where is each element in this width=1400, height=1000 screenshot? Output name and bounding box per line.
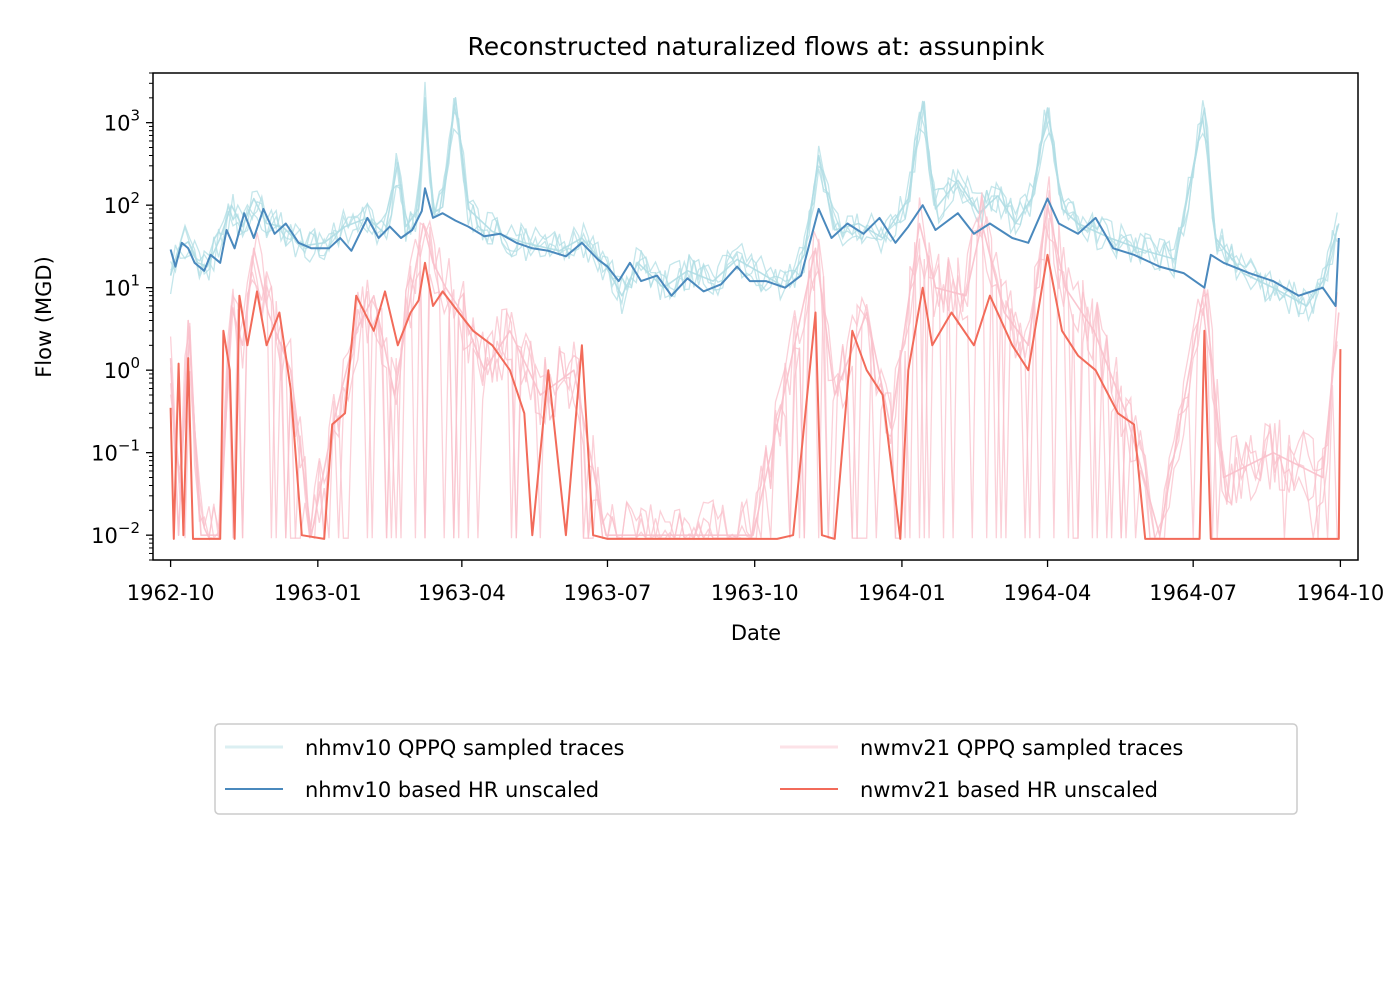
y-tick-label: 10−2 [91, 519, 140, 548]
y-axis: 10−2 10−1 100 101 102 103 [91, 72, 153, 561]
series-trace-0-1 [169, 81, 1338, 314]
x-axis: 1962-10 1963-01 1963-04 1963-07 1963-10 1964-… [127, 560, 1385, 605]
plot-area [169, 81, 1342, 541]
x-tick-label: 1963-01 [274, 581, 362, 605]
series-trace-2-1 [169, 190, 1338, 541]
series-trace-0-3 [170, 100, 1338, 323]
x-tick-label: 1963-10 [711, 581, 799, 605]
x-tick-label: 1963-04 [418, 581, 506, 605]
series-line-3 [169, 253, 1342, 540]
series-line-1 [169, 187, 1340, 307]
y-tick-label: 10−1 [91, 437, 140, 466]
x-tick-label: 1964-04 [1004, 581, 1092, 605]
x-tick-label: 1963-07 [564, 581, 652, 605]
legend: nhmv10 QPPQ sampled traces nhmv10 based … [214, 723, 1298, 815]
y-tick-label: 102 [104, 189, 140, 218]
legend-label-0: nhmv10 QPPQ sampled traces [305, 736, 624, 760]
y-tick-label: 100 [104, 354, 140, 383]
legend-box [214, 723, 1298, 815]
chart-title: Reconstructed naturalized flows at: assu… [468, 32, 1046, 61]
x-tick-label: 1964-07 [1149, 581, 1237, 605]
y-tick-label: 103 [104, 107, 140, 136]
legend-label-1: nhmv10 based HR unscaled [305, 778, 599, 802]
y-tick-label: 101 [104, 272, 140, 301]
series-trace-0-0 [170, 100, 1338, 318]
x-tick-label: 1964-10 [1297, 581, 1385, 605]
series-line-0 [169, 97, 1340, 307]
legend-label-3: nwmv21 based HR unscaled [860, 778, 1158, 802]
series-line-2 [169, 204, 1340, 536]
x-tick-label: 1964-01 [858, 581, 946, 605]
legend-label-2: nwmv21 QPPQ sampled traces [860, 736, 1183, 760]
x-tick-label: 1962-10 [127, 581, 215, 605]
plot-frame [152, 72, 1359, 561]
y-axis-title: Flow (MGD) [32, 256, 56, 378]
x-axis-title: Date [731, 621, 781, 645]
